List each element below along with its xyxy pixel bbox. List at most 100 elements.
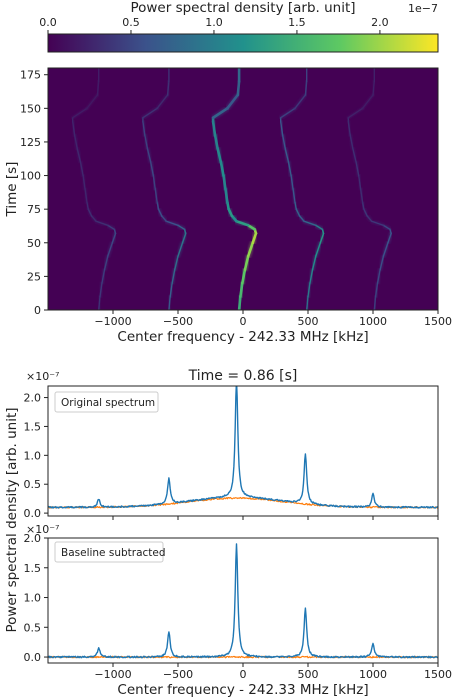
spectrum-a-y-ticks: 0.0 0.5 1.0 1.5 2.0 [24, 392, 48, 520]
sideband-track-segment [95, 220, 109, 227]
y-tick-label: 1.0 [24, 449, 42, 462]
baseline-subtracted-panel: ×10⁻⁷ 0.0 0.5 1.0 1.5 2.0 −1000 −500 0 500 1000 1… [4, 407, 452, 698]
x-tick-label: −500 [163, 668, 193, 681]
original-spectrum-lines [48, 386, 438, 509]
colorbar-tick-label: 2.0 [371, 16, 389, 29]
sideband-track-segment [287, 161, 292, 177]
sideband-track-segment [374, 282, 379, 298]
spectrum-x-label: Center frequency - 242.33 MHz [kHz] [117, 682, 368, 698]
spectrum-series-blue [48, 386, 438, 509]
spectrum-b-exponent: ×10⁻⁷ [26, 523, 59, 536]
spectrum-series-blue [48, 543, 438, 659]
sideband-track-segment [101, 268, 106, 284]
y-tick-label: 1.5 [24, 420, 42, 433]
sideband-track-segment [347, 107, 364, 119]
main-track-segment [226, 93, 240, 110]
sideband-track-segment [304, 80, 308, 96]
sideband-track-segment [103, 255, 109, 271]
sideband-track-segment [166, 80, 170, 96]
heatmap-x-label: Center frequency - 242.33 MHz [kHz] [117, 329, 368, 345]
legend-original-text: Original spectrum [61, 397, 155, 409]
spectrum-title: Time = 0.86 [s] [188, 368, 298, 384]
baseline-subtracted-lines [48, 543, 438, 659]
legend-baseline-text: Baseline subtracted [61, 547, 166, 559]
legend-baseline [54, 541, 164, 563]
x-tick-label: 1000 [359, 668, 387, 681]
y-tick-label: 0.0 [24, 507, 42, 520]
sideband-track-segment [171, 268, 176, 284]
x-tick-label: 500 [298, 315, 319, 328]
sideband-track-segment [165, 220, 179, 227]
sideband-track-segment [307, 282, 311, 298]
y-tick-label: 0.0 [24, 651, 42, 664]
y-tick-label: 1.0 [24, 592, 42, 605]
sideband-track-segment [311, 255, 317, 271]
y-tick-label: 25 [27, 270, 41, 283]
x-tick-label: −1000 [94, 668, 131, 681]
colorbar: Power spectral density [arb. unit] 1e−7 … [39, 0, 439, 53]
sideband-track-segment [177, 242, 184, 257]
colorbar-ticks: 0.0 0.5 1.0 1.5 2.0 [39, 16, 389, 34]
sideband-track-segment [168, 295, 171, 310]
legend-original [54, 391, 159, 413]
spectrum-b-y-ticks: 0.0 0.5 1.0 1.5 2.0 [24, 532, 48, 664]
sideband-track-segment [97, 295, 101, 310]
sideband-track-segment [96, 80, 100, 96]
x-tick-label: 1500 [424, 668, 452, 681]
sideband-track-segment [152, 174, 156, 190]
x-tick-label: 500 [298, 668, 319, 681]
sideband-track-segment [379, 255, 385, 271]
sideband-track-segment [358, 174, 362, 190]
x-tick-label: 0 [240, 315, 247, 328]
colorbar-tick-label: 1.5 [288, 16, 306, 29]
sideband-track-segment [376, 268, 381, 284]
main-track-segment [211, 107, 229, 120]
sideband-track-segment [355, 161, 360, 177]
heatmap-x-ticks: −1000 −500 0 500 1000 1500 [94, 310, 452, 328]
sideband-track-segment [361, 94, 374, 110]
sideband-track-segment [373, 295, 377, 310]
sideband-track-segment [284, 147, 290, 163]
sideband-track-segment [303, 220, 317, 227]
sideband-track-segment [292, 188, 296, 204]
x-tick-label: 1000 [359, 315, 387, 328]
sideband-track-segment [71, 121, 76, 136]
spectrum-b-x-ticks: −1000 −500 0 500 1000 1500 [94, 663, 452, 681]
colorbar-tick-label: 1.0 [205, 16, 223, 29]
x-tick-label: 0 [240, 668, 247, 681]
x-tick-label: 1500 [424, 315, 452, 328]
sideband-track-segment [142, 121, 146, 136]
sideband-track-segment [146, 147, 152, 163]
sideband-track-segment [359, 188, 364, 204]
sideband-track-segment [107, 242, 114, 257]
colorbar-label: Power spectral density [arb. unit] [130, 0, 355, 16]
heatmap-y-ticks: 0 25 50 75 100 125 150 175 [20, 69, 48, 317]
sideband-track-segment [86, 94, 99, 110]
sideband-track-segment [294, 94, 307, 110]
sideband-track-segment [349, 134, 354, 150]
sideband-track-segment [371, 220, 385, 227]
sideband-track-segment [149, 161, 155, 177]
sideband-track-segment [352, 147, 357, 163]
sideband-track-segment [99, 282, 103, 298]
sideband-track-segment [280, 107, 296, 119]
y-tick-label: 2.0 [24, 532, 42, 545]
y-tick-label: 0.5 [24, 478, 42, 491]
sideband-track-segment [281, 134, 286, 150]
y-tick-label: 2.0 [24, 392, 42, 405]
sideband-track-segment [290, 174, 294, 190]
y-tick-label: 50 [27, 237, 41, 250]
y-tick-label: 75 [27, 203, 41, 216]
colorbar-exponent: 1e−7 [408, 2, 438, 15]
original-spectrum-panel: Time = 0.86 [s] ×10⁻⁷ 0.0 0.5 1.0 1.5 2.0 Or… [24, 368, 439, 520]
sideband-track-segment [71, 107, 88, 119]
y-tick-label: 175 [20, 69, 41, 82]
sideband-track-segment [144, 134, 149, 150]
colorbar-tick-label: 0.0 [39, 16, 57, 29]
sideband-track-segment [174, 255, 179, 271]
spectrum-series-orange [48, 655, 438, 659]
colorbar-gradient [48, 34, 438, 52]
spectrum-a-exponent: ×10⁻⁷ [26, 370, 59, 383]
sideband-track-segment [154, 188, 158, 204]
